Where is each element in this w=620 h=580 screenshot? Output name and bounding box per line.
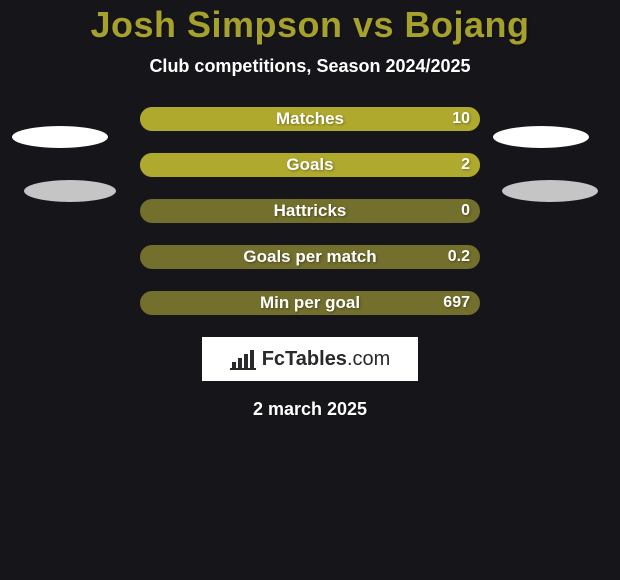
stat-row: Hattricks 0 [140,199,480,223]
stat-label: Matches [276,109,344,129]
stat-label: Goals per match [243,247,376,267]
logo-text-main: FcTables [262,348,347,370]
stat-row: Min per goal 697 [140,291,480,315]
stat-value: 2 [461,156,470,174]
stat-value: 697 [443,294,470,312]
comparison-card: Josh Simpson vs Bojang Club competitions… [0,0,620,580]
stat-value: 0.2 [448,248,470,266]
stat-row: Matches 10 [140,107,480,131]
bar-chart-icon [230,348,256,370]
stats-list: Matches 10 Goals 2 Hattricks 0 Goals per match… [140,107,480,315]
stat-label: Hattricks [274,201,347,221]
stat-row: Goals 2 [140,153,480,177]
logo-text: FcTables.com [262,348,391,371]
player-left-ellipse-1 [12,126,108,148]
stat-label: Min per goal [260,293,360,313]
logo-text-suffix: .com [347,348,390,370]
date-label: 2 march 2025 [0,399,620,420]
fctables-logo[interactable]: FcTables.com [202,337,418,381]
stat-label: Goals [286,155,333,175]
player-right-ellipse-2 [502,180,598,202]
player-left-ellipse-2 [24,180,116,202]
stat-value: 0 [461,202,470,220]
player-right-ellipse-1 [493,126,589,148]
stat-row: Goals per match 0.2 [140,245,480,269]
stat-value: 10 [452,110,470,128]
subtitle: Club competitions, Season 2024/2025 [0,56,620,77]
page-title: Josh Simpson vs Bojang [0,4,620,46]
